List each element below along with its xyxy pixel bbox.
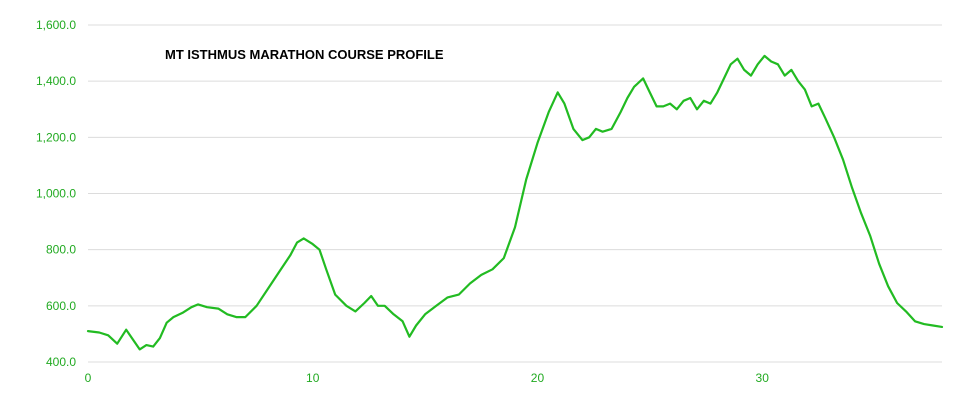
y-axis-ticks: 400.0 600.0 800.0 1,000.0 1,200.0 1,400.0 1,60… [36,18,76,369]
x-axis-ticks: 0 10 20 30 [85,371,770,385]
chart-title: MT ISTHMUS MARATHON COURSE PROFILE [165,47,444,62]
y-tick-label: 1,200.0 [36,130,76,144]
y-tick-label: 1,400.0 [36,74,76,88]
elevation-series-line [86,54,944,351]
y-tick-label: 1,000.0 [36,187,76,201]
x-tick-label: 20 [531,371,545,385]
x-tick-label: 30 [756,371,770,385]
y-tick-label: 1,600.0 [36,18,76,32]
y-tick-label: 600.0 [46,299,76,313]
y-tick-label: 800.0 [46,243,76,257]
x-tick-label: 10 [306,371,320,385]
y-tick-label: 400.0 [46,355,76,369]
grid-lines [88,24,942,363]
x-tick-label: 0 [85,371,92,385]
